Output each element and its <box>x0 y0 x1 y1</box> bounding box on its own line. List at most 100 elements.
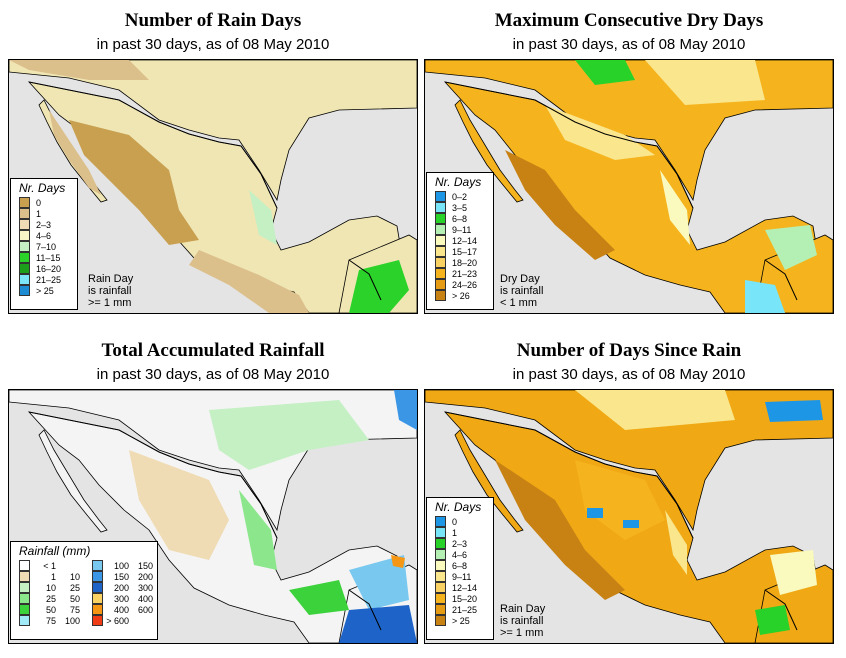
legend-swatch <box>19 571 30 582</box>
legend-item: 50 75 <box>19 604 84 615</box>
legend-note: Dry Day is rainfall < 1 mm <box>500 273 544 309</box>
legend-swatch <box>19 593 30 604</box>
legend-label: 4–6 <box>452 549 468 560</box>
legend-label-low: 150 <box>113 571 129 582</box>
legend-swatch <box>19 252 30 263</box>
patch-us-north <box>575 60 635 85</box>
map-dry-days <box>424 59 834 314</box>
legend-swatch <box>19 197 30 208</box>
legend-label-low: 10 <box>45 582 56 593</box>
legend-item: < 1 <box>19 560 84 571</box>
legend-rainfall: Rainfall (mm) < 1 1 10 10 25 25 50 50 75 75 100 10… <box>10 541 158 640</box>
legend-item: > 26 <box>435 290 493 301</box>
legend-item: 12–14 <box>435 235 493 246</box>
legend-item: 16–20 <box>19 263 77 274</box>
patch-gulf <box>660 170 690 245</box>
legend-item: 6–8 <box>435 560 493 571</box>
legend-swatch <box>435 582 446 593</box>
panel-subtitle: in past 30 days, as of 08 May 2010 <box>96 366 330 383</box>
rain-days-patches <box>9 60 409 313</box>
patch-south <box>189 250 309 313</box>
land-baja <box>454 99 524 203</box>
legend-item: > 600 <box>92 615 157 626</box>
legend-label-low: 50 <box>45 604 56 615</box>
legend-item: 2–3 <box>435 538 493 549</box>
legend-label: 2–3 <box>452 538 468 549</box>
legend-swatch <box>435 527 446 538</box>
patch-west <box>495 460 625 600</box>
legend-item: 21–25 <box>19 274 77 285</box>
legend-item: 1 <box>19 208 77 219</box>
legend-swatch <box>435 593 446 604</box>
legend-label: 0 <box>452 516 458 527</box>
legend-label: 15–17 <box>452 246 478 257</box>
legend-item: 1 10 <box>19 571 84 582</box>
legend-label-high: 200 <box>137 571 153 582</box>
patch-peak <box>391 555 405 568</box>
legend-label: 24–26 <box>452 279 478 290</box>
legend-swatch <box>435 279 446 290</box>
legend-swatch <box>435 191 446 202</box>
legend-item: 7–10 <box>19 241 77 252</box>
legend-label: 6–8 <box>452 560 468 571</box>
patch-interior-a <box>587 508 603 518</box>
legend-title: Nr. Days <box>19 181 66 195</box>
legend-swatch <box>19 241 30 252</box>
legend-swatch <box>92 571 103 582</box>
legend-item: 200 300 <box>92 582 157 593</box>
patch-chiapas <box>745 280 785 313</box>
legend-label-high: 50 <box>69 593 80 604</box>
legend-swatch <box>435 213 446 224</box>
border-lines <box>28 81 382 301</box>
legend-label: > 26 <box>452 290 470 301</box>
patch-yucatan <box>770 550 817 595</box>
legend-swatch <box>435 257 446 268</box>
panel-title: Number of Rain Days <box>124 10 302 31</box>
legend-label: 1 <box>36 208 42 219</box>
legend-swatch <box>435 571 446 582</box>
legend-item: 21–23 <box>435 268 493 279</box>
legend-swatch <box>92 582 103 593</box>
legend-swatch <box>435 268 446 279</box>
legend-label: 0 <box>36 197 42 208</box>
legend-swatch <box>19 208 30 219</box>
patch-gulf <box>239 490 277 570</box>
legend-item: > 25 <box>19 285 77 296</box>
legend-item: 300 400 <box>92 593 157 604</box>
patch-interior <box>129 450 229 560</box>
legend-label-high: 75 <box>69 604 80 615</box>
legend-label-low: 200 <box>113 582 129 593</box>
legend-swatch <box>19 560 30 571</box>
legend-swatch <box>435 516 446 527</box>
legend-item: 2–3 <box>19 219 77 230</box>
legend-label-low: 1 <box>50 571 56 582</box>
legend-label: 21–25 <box>36 274 62 285</box>
patch-yucatan <box>765 225 817 270</box>
patch-interior-b <box>623 520 639 528</box>
legend-swatch <box>19 263 30 274</box>
legend-title: Rainfall (mm) <box>19 544 91 558</box>
legend-label: 9–11 <box>452 571 472 582</box>
legend-swatch <box>92 615 103 626</box>
legend-swatch <box>19 582 30 593</box>
legend-label: 6–8 <box>452 213 468 224</box>
legend-swatch <box>435 549 446 560</box>
legend-item: 24–26 <box>435 279 493 290</box>
land-baja <box>454 429 524 533</box>
days-since-patches <box>495 390 823 635</box>
legend-item: 100 150 <box>92 560 157 571</box>
legend-item: 12–14 <box>435 582 493 593</box>
legend-swatch <box>19 604 30 615</box>
legend-note: Rain Day is rainfall >= 1 mm <box>88 273 134 309</box>
legend-swatch <box>435 235 446 246</box>
legend-swatch <box>435 224 446 235</box>
legend-item: 25 50 <box>19 593 84 604</box>
legend-item: 15–20 <box>435 593 493 604</box>
legend-label: 16–20 <box>36 263 62 274</box>
patch-ne <box>394 390 417 430</box>
legend-label-low: < 1 <box>43 560 56 571</box>
panel-rainfall: Total Accumulated Rainfall in past 30 da… <box>8 330 418 650</box>
legend-label: 1 <box>452 527 458 538</box>
legend-note: Rain Day is rainfall >= 1 mm <box>500 603 546 639</box>
legend-swatch <box>92 604 103 615</box>
